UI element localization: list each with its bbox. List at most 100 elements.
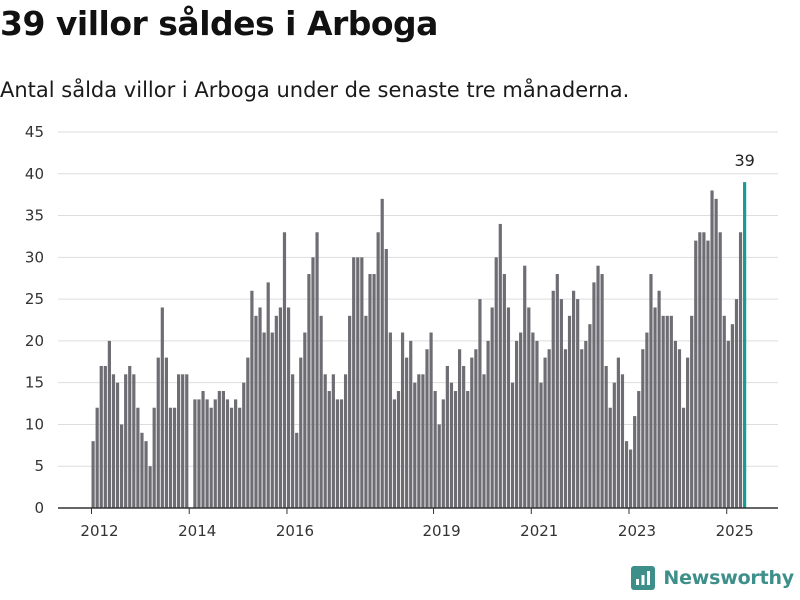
bar <box>506 307 511 508</box>
bar <box>409 340 413 508</box>
bar <box>356 257 360 508</box>
bar <box>197 399 201 508</box>
bar <box>319 315 323 508</box>
bar <box>466 391 470 508</box>
bar <box>278 307 283 508</box>
bar <box>523 265 527 508</box>
bar <box>368 274 372 508</box>
bar <box>531 332 535 508</box>
bar <box>657 290 661 508</box>
chart-subtitle: Antal sålda villor i Arboga under de sen… <box>0 78 630 102</box>
bar <box>641 349 645 508</box>
bar <box>177 374 181 508</box>
y-tick-label: 5 <box>34 457 44 475</box>
bar <box>478 299 482 508</box>
bar <box>160 307 164 508</box>
bar <box>164 357 168 508</box>
x-axis-ticks: 2012 2014 2016 2019 2021 2023 2025 <box>80 508 754 540</box>
bar <box>539 382 543 508</box>
bar <box>519 332 523 508</box>
bar <box>246 357 250 508</box>
bar <box>457 349 462 508</box>
bar <box>144 441 148 508</box>
bar <box>193 399 197 508</box>
bar <box>559 299 563 508</box>
bar <box>213 399 217 508</box>
bar <box>677 349 682 508</box>
bar <box>323 374 327 508</box>
y-tick-label: 30 <box>25 248 44 266</box>
bar <box>555 274 559 508</box>
bar <box>608 407 612 508</box>
bar <box>140 432 144 508</box>
bar <box>172 407 177 508</box>
bar <box>425 349 429 508</box>
bar <box>274 315 278 508</box>
bar <box>262 332 266 508</box>
bar <box>388 332 392 508</box>
bar <box>315 232 319 508</box>
bar <box>360 257 364 508</box>
bar <box>421 374 425 508</box>
bar <box>706 240 710 508</box>
bar <box>339 399 344 508</box>
bar <box>514 340 519 508</box>
y-tick-label: 40 <box>25 165 44 183</box>
bar <box>637 391 641 508</box>
x-tick-label: 2019 <box>422 522 460 540</box>
bar <box>592 282 596 508</box>
bar <box>612 382 616 508</box>
bar <box>384 248 388 509</box>
bar <box>417 374 421 508</box>
bar <box>229 407 234 508</box>
bar <box>702 232 706 508</box>
bar <box>551 290 555 508</box>
bar <box>258 307 262 508</box>
bar <box>148 466 152 508</box>
bar <box>380 198 384 508</box>
bar <box>620 374 625 508</box>
bar <box>181 374 185 508</box>
y-tick-label: 10 <box>25 415 44 433</box>
bar <box>669 315 673 508</box>
x-tick-label: 2016 <box>276 522 314 540</box>
bar <box>445 365 449 508</box>
bar <box>470 357 474 508</box>
bar <box>413 382 417 508</box>
bar <box>266 282 270 508</box>
bar <box>498 223 502 508</box>
bar <box>474 349 478 508</box>
bar <box>282 232 287 508</box>
bar <box>653 307 657 508</box>
bar <box>572 290 576 508</box>
bar <box>649 274 653 508</box>
bar <box>681 407 686 508</box>
bar <box>547 349 551 508</box>
bar <box>596 265 600 508</box>
bar <box>673 340 677 508</box>
bar <box>710 190 714 509</box>
bar <box>132 374 136 508</box>
bar <box>616 357 620 508</box>
bar <box>299 357 303 508</box>
data-label-latest: 39 <box>734 151 754 170</box>
y-tick-label: 0 <box>34 499 44 517</box>
bar <box>726 340 730 508</box>
bar <box>168 407 173 508</box>
x-tick-label: 2012 <box>80 522 118 540</box>
bar <box>111 374 116 508</box>
y-tick-label: 45 <box>25 123 44 141</box>
bar <box>580 349 584 508</box>
bar <box>698 232 702 508</box>
bar <box>527 307 531 508</box>
bar <box>128 365 132 508</box>
bar <box>490 307 494 508</box>
bar <box>453 391 458 508</box>
bar <box>665 315 669 508</box>
brand-name: Newsworthy <box>663 567 794 589</box>
bar <box>633 416 637 508</box>
bar <box>270 332 274 508</box>
bar <box>352 257 356 508</box>
bar <box>242 382 246 508</box>
bar <box>734 299 739 508</box>
